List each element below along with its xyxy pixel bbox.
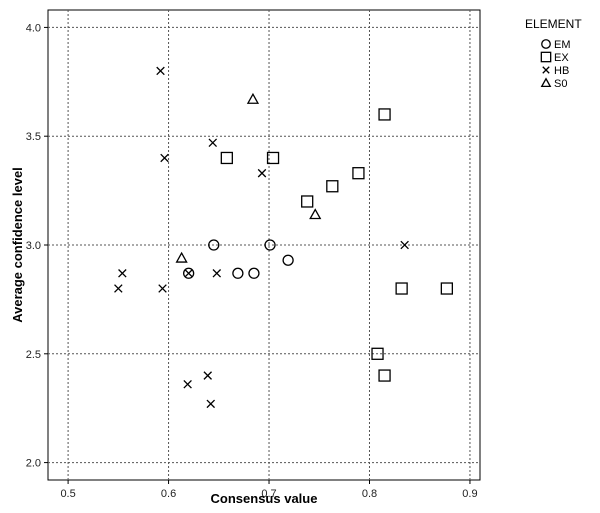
data-point-ex (371, 347, 384, 360)
x-tick-label: 0.9 (462, 488, 477, 500)
data-point-em (248, 267, 260, 279)
x-tick-label: 0.5 (60, 488, 75, 500)
data-point-hb (212, 269, 222, 278)
data-point-ex (352, 167, 365, 180)
data-point-hb (257, 168, 267, 178)
data-point-s0 (309, 208, 322, 220)
data-point-ex (378, 108, 391, 121)
legend-label-em: EM (554, 39, 571, 51)
legend-label-ex: EX (554, 52, 569, 64)
y-tick-label: 3.5 (26, 131, 41, 143)
data-point-ex (266, 151, 280, 165)
x-tick-label: 0.7 (261, 488, 276, 500)
data-point-s0 (175, 251, 188, 263)
y-axis-title: Average confidence level (10, 167, 25, 323)
data-point-ex (395, 282, 408, 295)
data-point-hb (118, 269, 127, 278)
legend-label-s0: S0 (554, 78, 567, 90)
legend-marker-hb (542, 66, 550, 74)
data-point-hb (114, 284, 123, 293)
data-point-em (232, 267, 244, 279)
data-point-ex (220, 151, 233, 165)
y-tick-label: 2.5 (26, 349, 41, 361)
data-point-hb (160, 153, 169, 163)
data-point-hb (158, 284, 167, 293)
data-point-hb (400, 240, 409, 250)
x-tick-label: 0.6 (161, 488, 176, 500)
data-point-em (183, 267, 195, 279)
x-axis-title: Consensus value (211, 491, 318, 506)
legend-title: ELEMENT (525, 17, 582, 31)
data-point-ex (326, 180, 339, 193)
data-point-hb (184, 269, 193, 278)
data-point-ex (301, 195, 314, 208)
y-tick-label: 4.0 (26, 22, 41, 34)
data-point-ex (440, 282, 453, 295)
data-point-ex (378, 369, 391, 382)
data-point-hb (156, 66, 165, 76)
legend-marker-s0 (540, 77, 552, 88)
data-point-hb (208, 138, 218, 147)
legend-marker-em (541, 39, 551, 49)
data-point-em (208, 239, 220, 251)
data-point-hb (203, 371, 212, 380)
data-points (114, 66, 453, 409)
y-tick-label: 3.0 (26, 240, 41, 252)
data-point-em (282, 254, 294, 266)
data-point-hb (206, 399, 216, 409)
y-tick-label: 2.0 (26, 458, 41, 470)
data-point-s0 (246, 92, 260, 104)
data-point-hb (183, 379, 192, 389)
legend-label-hb: HB (554, 65, 569, 77)
x-tick-label: 0.8 (362, 488, 377, 500)
legend-marker-ex (540, 51, 552, 63)
grid-lines (48, 10, 480, 480)
data-point-em (264, 239, 276, 251)
tick-labels: 0.5 0.6 0.7 0.8 0.9 2.0 2.5 3.0 3.5 4.0 (26, 22, 478, 500)
